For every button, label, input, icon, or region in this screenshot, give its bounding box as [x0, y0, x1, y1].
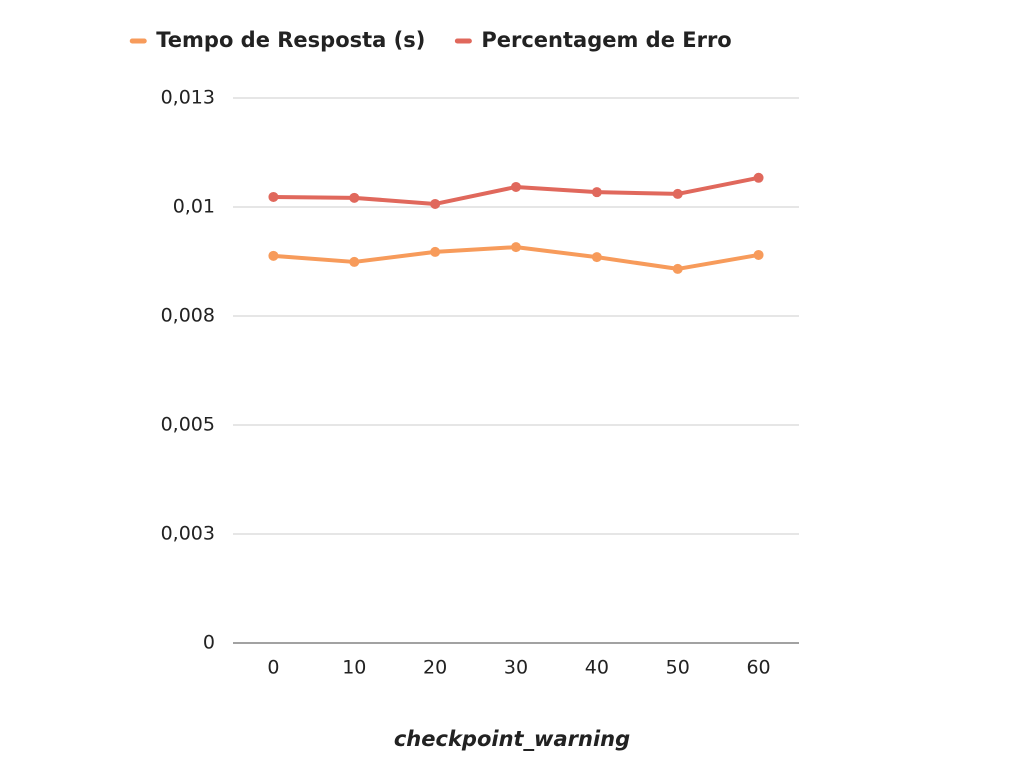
data-point [268, 250, 279, 261]
legend-label: Percentagem de Erro [481, 28, 731, 52]
data-point [430, 198, 441, 209]
data-point [430, 246, 441, 257]
data-point [511, 242, 521, 253]
x-tick-label: 20 [423, 657, 447, 679]
y-tick-label: 0,013 [161, 87, 215, 109]
data-point [591, 187, 602, 198]
x-tick-label: 50 [666, 657, 690, 679]
data-point [591, 252, 602, 263]
data-point [349, 192, 360, 203]
y-tick-label: 0,008 [161, 305, 215, 327]
x-tick-label: 0 [267, 657, 279, 679]
y-tick-label: 0 [203, 632, 215, 654]
legend-label: Tempo de Resposta (s) [156, 28, 425, 52]
data-point [672, 188, 683, 199]
data-point [753, 249, 764, 260]
data-point [268, 191, 279, 202]
data-point [753, 172, 764, 183]
y-tick-label: 0,01 [173, 196, 215, 218]
x-tick-label: 30 [504, 657, 528, 679]
data-point [349, 256, 360, 267]
x-tick-label: 40 [585, 657, 609, 679]
x-tick-label: 10 [342, 657, 366, 679]
y-tick-label: 0,005 [161, 414, 215, 436]
data-point [672, 263, 683, 274]
data-point [511, 181, 521, 192]
x-axis-title: checkpoint_warning [394, 727, 630, 751]
x-tick-label: 60 [746, 657, 770, 679]
y-tick-label: 0,003 [161, 523, 215, 545]
